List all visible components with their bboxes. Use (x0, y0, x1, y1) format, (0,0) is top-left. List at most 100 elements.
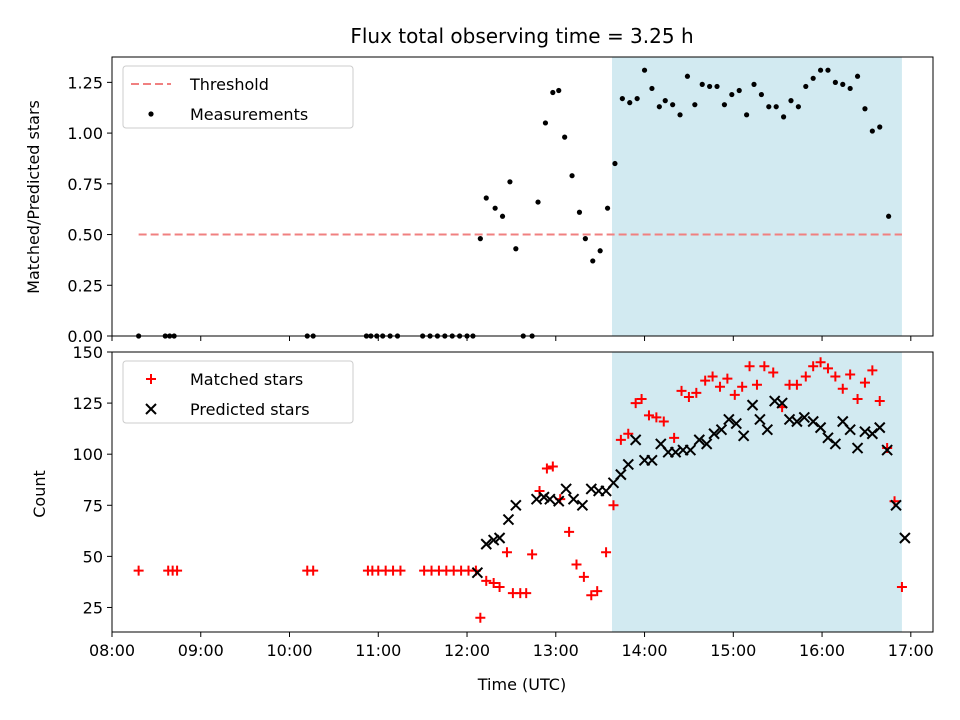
x-tick-label: 14:00 (621, 641, 667, 660)
top-highlight-span (611, 57, 902, 336)
data-point (699, 81, 705, 87)
data-point (729, 91, 735, 98)
data-point (837, 383, 848, 394)
data-point (658, 416, 669, 427)
data-point (535, 199, 541, 205)
data-point (477, 236, 483, 242)
data-point (737, 430, 750, 442)
data-point (722, 373, 733, 384)
data-point (874, 396, 885, 407)
data-point (571, 559, 582, 570)
data-point (822, 363, 833, 374)
data-point (692, 102, 698, 108)
x-tick-label: 17:00 (888, 641, 934, 660)
data-point (534, 485, 545, 496)
data-point (776, 397, 788, 409)
chart-title: Flux total observing time = 3.25 h (350, 24, 693, 48)
legend-marker (148, 111, 154, 117)
data-point (845, 369, 856, 380)
bottom-series-0 (133, 357, 907, 623)
data-point (493, 532, 506, 544)
data-point (766, 104, 772, 110)
data-point (780, 114, 787, 120)
data-point (623, 428, 634, 439)
x-tick-label: 12:00 (444, 641, 490, 660)
data-point (844, 423, 856, 436)
data-point (829, 438, 842, 450)
y-tick-label: 0.25 (67, 276, 103, 295)
data-point (649, 85, 655, 92)
data-point (791, 415, 803, 428)
data-point (759, 361, 770, 372)
data-point (862, 106, 868, 112)
data-point (488, 577, 499, 588)
data-point (854, 73, 861, 79)
data-point (569, 173, 575, 179)
x-tick-label: 16:00 (799, 641, 845, 660)
data-point (562, 134, 568, 140)
data-point (707, 83, 713, 90)
data-point (729, 389, 740, 400)
data-point (483, 195, 489, 201)
data-point (507, 179, 513, 185)
data-point (852, 394, 863, 405)
legend-box (122, 360, 354, 424)
data-point (499, 213, 506, 219)
x-tick-label: 13:00 (533, 641, 579, 660)
bottom-axes-frame (111, 351, 934, 633)
y-tick-label: 50 (83, 547, 103, 566)
data-point (592, 586, 603, 597)
data-point (840, 81, 846, 87)
data-point (172, 565, 183, 576)
data-point (395, 565, 406, 576)
data-point (597, 248, 603, 254)
data-point (481, 575, 492, 586)
data-point (761, 423, 774, 436)
data-point (874, 421, 886, 434)
data-point (643, 410, 654, 421)
top-y-axis-label: Matched/Predicted stars (24, 100, 43, 294)
legend-marker (146, 374, 156, 384)
data-point (494, 582, 505, 593)
x-tick-label: 10:00 (266, 641, 312, 660)
legend-label: Predicted stars (190, 400, 310, 419)
data-point (590, 258, 596, 264)
data-point (510, 499, 522, 511)
data-point (586, 590, 597, 601)
data-point (803, 83, 809, 90)
data-point (788, 98, 794, 104)
data-point (541, 463, 552, 474)
data-point (612, 160, 618, 167)
legend-label: Matched stars (190, 370, 303, 389)
data-point (576, 499, 589, 511)
top-legend: Threshold Measurements (122, 65, 354, 129)
y-tick-label: 0.75 (67, 175, 103, 194)
y-tick-label: 1.00 (67, 124, 103, 143)
y-tick-label: 150 (72, 343, 103, 362)
data-point (896, 582, 907, 593)
data-point (851, 442, 864, 454)
data-point (308, 565, 319, 576)
bottom-y-axis-label: Count (30, 470, 49, 518)
data-point (608, 500, 619, 511)
data-point (669, 432, 680, 443)
data-point (768, 367, 779, 378)
top-axes-frame (111, 56, 934, 337)
data-point (881, 444, 893, 456)
data-point (547, 461, 558, 472)
data-point (601, 547, 612, 558)
y-tick-label: 25 (83, 598, 103, 617)
data-point (899, 532, 911, 544)
data-point (627, 100, 633, 106)
legend-box (122, 65, 354, 129)
data-point (677, 112, 683, 118)
data-point (553, 495, 565, 507)
data-point (684, 444, 697, 456)
data-point (670, 102, 676, 108)
bottom-panel: 25 50 75 100 125 150 08:00 09:00 10:00 11:00 12:00… (72, 343, 933, 660)
data-point (714, 83, 720, 90)
data-point (501, 547, 512, 558)
data-point (629, 434, 642, 446)
data-point (636, 394, 647, 405)
